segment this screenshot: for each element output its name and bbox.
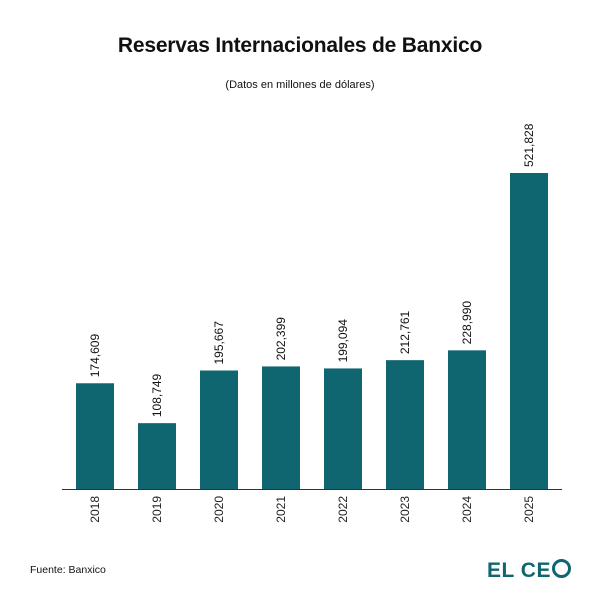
bar-2020 [200,370,238,489]
bar-2025 [510,173,548,489]
value-label-2023: 212,761 [398,310,412,354]
x-tick-label-2025: 2025 [522,496,536,523]
bar-2024 [448,350,486,489]
x-tick-label-2019: 2019 [150,496,164,523]
bar-2018 [76,383,114,489]
chart-title: Reservas Internacionales de Banxico [117,34,483,57]
bar-2021 [262,366,300,489]
value-label-2018: 174,609 [88,334,102,378]
el-ceo-logo: EL CE [487,559,571,583]
value-label-2022: 199,094 [336,319,350,363]
x-tick-label-2018: 2018 [88,496,102,523]
value-label-2020: 195,667 [212,321,226,365]
letter-o-ring-icon [551,559,571,578]
value-label-2025: 521,828 [522,123,536,167]
bar-2022 [324,368,362,489]
bar-2023 [386,360,424,489]
x-tick-label-2021: 2021 [274,496,288,523]
x-tick-label-2020: 2020 [212,496,226,523]
value-label-2019: 108,749 [150,373,164,417]
x-tick-label-2024: 2024 [460,496,474,523]
source-note: Fuente: Banxico [30,564,106,576]
value-label-2021: 202,399 [274,317,288,361]
value-label-2024: 228,990 [460,301,474,345]
x-tick-label-2023: 2023 [398,496,412,523]
logo-text: EL CE [487,559,551,582]
bar-2019 [138,423,176,489]
chart-subtitle: (Datos en millones de dólares) [225,79,375,91]
x-tick-label-2022: 2022 [336,496,350,523]
